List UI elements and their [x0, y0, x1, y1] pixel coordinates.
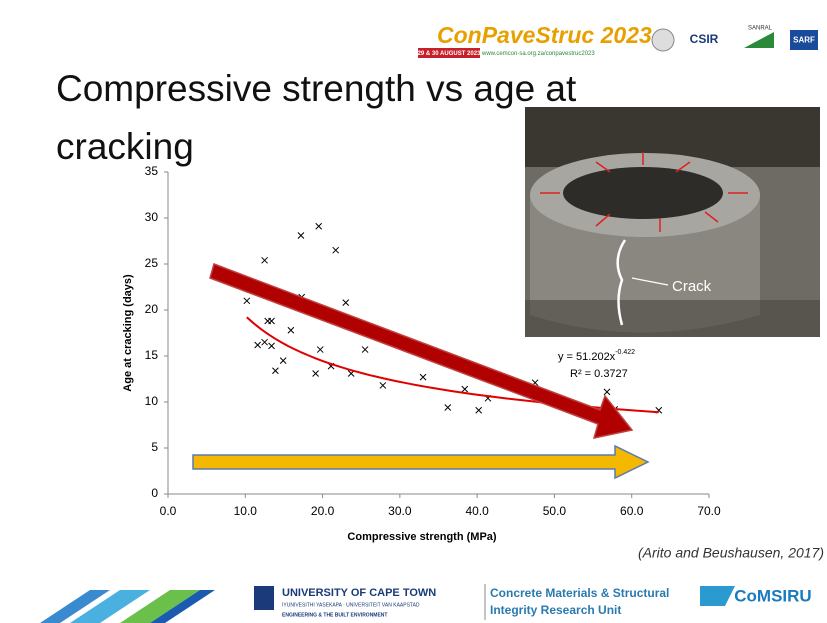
- x-tick-label: 40.0: [465, 504, 489, 518]
- unit-logo: CoMSIRU: [734, 586, 811, 605]
- data-point: [343, 300, 349, 306]
- y-tick-label: 20: [145, 302, 159, 316]
- x-tick-label: 20.0: [311, 504, 335, 518]
- y-tick-label: 0: [151, 486, 158, 500]
- data-point: [269, 343, 275, 349]
- university-sub: IYUNIVESITHI YASEKAPA · UNIVERSITEIT VAN…: [282, 602, 420, 608]
- data-point: [262, 339, 268, 345]
- x-tick-label: 70.0: [697, 504, 721, 518]
- y-tick-label: 30: [145, 210, 159, 224]
- event-dates: 29 & 30 AUGUST 2023: [418, 51, 481, 57]
- slide: ConPaveStruc 2023 29 & 30 AUGUST 2023 ww…: [0, 0, 827, 623]
- x-tick-label: 50.0: [543, 504, 567, 518]
- data-point: [269, 318, 275, 324]
- equation: y = 51.202x: [558, 351, 616, 363]
- photo-label: Crack: [672, 278, 712, 295]
- data-point: [445, 405, 451, 411]
- unit-name: Integrity Research Unit: [490, 603, 621, 617]
- slide-title: Compressive strength vs age at cracking: [56, 60, 666, 176]
- x-tick-label: 0.0: [160, 504, 177, 518]
- unit-name: Concrete Materials & Structural: [490, 586, 669, 600]
- data-point: [244, 298, 250, 304]
- event-name: ConPaveStruc 2023: [437, 22, 652, 48]
- data-point: [317, 347, 323, 353]
- x-tick-label: 60.0: [620, 504, 644, 518]
- equation-exponent: -0.422: [615, 349, 635, 356]
- data-point: [272, 368, 278, 374]
- data-point: [462, 386, 468, 392]
- x-tick-label: 10.0: [234, 504, 258, 518]
- logo: SARF: [793, 36, 815, 45]
- data-point: [262, 257, 268, 263]
- trendline-equation: y = 51.202x-0.422: [558, 349, 635, 363]
- comsiru-mark: [700, 586, 735, 606]
- data-point: [313, 370, 319, 376]
- sanral-mark: [744, 32, 774, 48]
- data-point: [604, 389, 610, 395]
- data-point: [362, 347, 368, 353]
- cement-logo: [652, 29, 674, 51]
- uct-crest: [254, 586, 274, 610]
- x-tick-label: 30.0: [388, 504, 412, 518]
- yellow-arrow: [193, 446, 648, 478]
- logo: CSIR: [690, 32, 719, 46]
- data-point: [476, 407, 482, 413]
- y-tick-label: 25: [145, 256, 159, 270]
- logo: SANRAL: [748, 26, 773, 32]
- trendline-r2: R² = 0.3727: [570, 368, 628, 380]
- y-tick-label: 5: [151, 440, 158, 454]
- y-axis-title: Age at cracking (days): [122, 274, 134, 392]
- data-point: [420, 374, 426, 380]
- data-point: [380, 382, 386, 388]
- data-point: [280, 358, 286, 364]
- data-point: [333, 247, 339, 253]
- data-point: [288, 327, 294, 333]
- y-tick-label: 15: [145, 348, 159, 362]
- data-point: [298, 232, 304, 238]
- citation: (Arito and Beushausen, 2017): [638, 545, 824, 561]
- university: UNIVERSITY OF CAPE TOWN: [282, 587, 436, 599]
- event-url: www.cemcon-sa.org.za/conpavestruc2023: [481, 51, 595, 57]
- y-tick-label: 10: [145, 394, 159, 408]
- x-axis-title: Compressive strength (MPa): [347, 531, 496, 543]
- data-point: [255, 342, 261, 348]
- faculty: ENGINEERING & THE BUILT ENVIRONMENT: [282, 612, 387, 618]
- data-point: [316, 223, 322, 229]
